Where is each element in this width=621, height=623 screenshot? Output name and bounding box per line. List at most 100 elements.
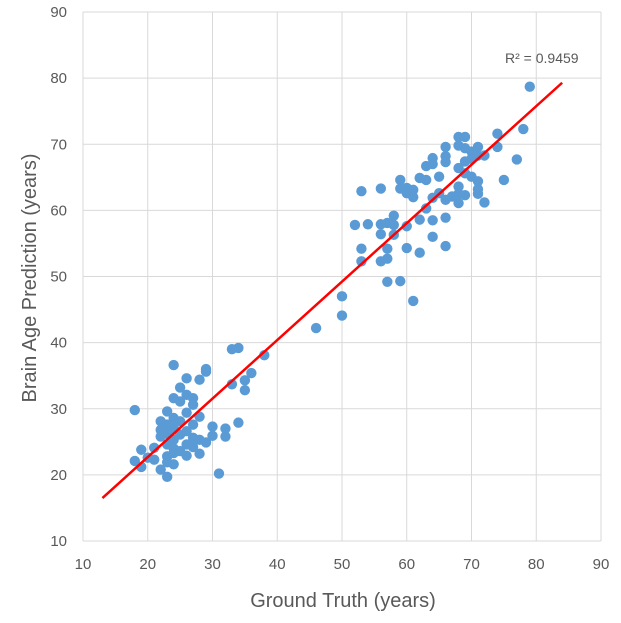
data-point: [233, 417, 244, 428]
y-tick-label: 60: [50, 202, 67, 219]
data-point: [414, 247, 425, 258]
data-point: [414, 214, 425, 225]
data-point: [149, 454, 160, 465]
data-point: [207, 421, 218, 432]
data-point: [420, 174, 432, 186]
data-point: [187, 419, 199, 430]
data-point: [239, 385, 251, 396]
data-point: [362, 219, 374, 230]
data-point: [492, 128, 503, 139]
data-point: [136, 444, 147, 455]
data-point: [472, 176, 484, 187]
data-point: [395, 275, 406, 287]
y-tick-label: 80: [50, 70, 67, 87]
y-tick-label: 50: [50, 269, 67, 286]
y-tick-label: 20: [50, 467, 67, 484]
data-point: [181, 426, 192, 437]
data-point: [310, 322, 322, 334]
x-tick-label: 80: [528, 556, 545, 573]
data-point: [401, 242, 412, 254]
data-point: [246, 367, 257, 379]
x-tick-label: 10: [75, 556, 92, 573]
data-point: [168, 359, 179, 371]
data-point: [511, 154, 523, 165]
data-point: [174, 382, 186, 393]
data-point: [420, 203, 432, 214]
data-point: [220, 431, 231, 442]
data-point: [401, 221, 412, 232]
data-point: [388, 210, 399, 221]
y-tick-label: 10: [50, 533, 67, 550]
data-point: [356, 185, 367, 197]
x-tick-label: 70: [463, 556, 480, 573]
data-point: [233, 342, 244, 354]
data-point: [194, 448, 205, 459]
data-point: [440, 212, 451, 223]
data-point: [427, 231, 438, 243]
x-tick-label: 50: [334, 556, 351, 573]
x-tick-label: 30: [204, 556, 221, 573]
data-point: [459, 189, 471, 201]
data-point: [479, 150, 490, 161]
data-point: [181, 407, 192, 418]
data-point: [336, 310, 348, 321]
x-axis-title: Ground Truth (years): [250, 590, 436, 612]
data-point: [395, 174, 406, 186]
data-point: [408, 184, 419, 196]
data-point: [181, 450, 192, 461]
data-point: [498, 174, 510, 186]
data-point: [187, 441, 199, 453]
data-point: [356, 243, 367, 254]
data-point: [129, 404, 140, 416]
data-point: [187, 399, 199, 410]
gridlines: [82, 11, 602, 542]
data-point: [161, 406, 173, 417]
data-points: [129, 81, 535, 483]
y-tick-label: 90: [50, 4, 67, 21]
data-point: [427, 215, 438, 226]
data-point: [200, 437, 212, 448]
y-tick-label: 30: [50, 401, 67, 418]
data-point: [155, 464, 166, 475]
data-point: [453, 181, 464, 192]
axes: 10 20 30 40 50 60 70 80 90 10 20 30 40 50 60 70 80 90: [50, 4, 609, 573]
data-point: [239, 375, 251, 386]
data-point: [408, 295, 419, 307]
data-point: [433, 171, 445, 182]
trendline-group: [101, 81, 563, 499]
data-point: [356, 256, 367, 267]
r-squared-label: R² = 0.9459: [505, 50, 579, 66]
data-point: [524, 81, 535, 92]
data-point: [440, 156, 451, 168]
data-point: [382, 243, 393, 254]
data-point: [453, 197, 464, 209]
data-point: [388, 219, 399, 231]
data-point: [168, 459, 179, 470]
data-point: [375, 228, 387, 240]
y-tick-label: 40: [50, 335, 67, 352]
data-point: [382, 276, 393, 287]
data-point: [472, 141, 484, 153]
data-point: [459, 131, 471, 143]
x-tick-label: 90: [593, 556, 610, 573]
trendline: [101, 81, 563, 499]
x-tick-label: 60: [398, 556, 415, 573]
data-point: [181, 373, 192, 384]
y-tick-label: 70: [50, 136, 67, 153]
data-point: [518, 123, 529, 135]
data-point: [336, 291, 348, 302]
x-tick-label: 40: [269, 556, 286, 573]
data-point: [440, 141, 451, 153]
data-point: [161, 471, 173, 483]
data-point: [479, 197, 490, 208]
data-point: [427, 158, 438, 170]
data-point: [226, 379, 238, 390]
y-axis-title: Brain Age Prediction (years): [19, 153, 41, 402]
data-point: [382, 253, 393, 264]
data-point: [375, 183, 387, 194]
x-tick-label: 20: [139, 556, 156, 573]
data-point: [220, 423, 231, 434]
data-point: [200, 363, 212, 375]
data-point: [207, 430, 218, 442]
